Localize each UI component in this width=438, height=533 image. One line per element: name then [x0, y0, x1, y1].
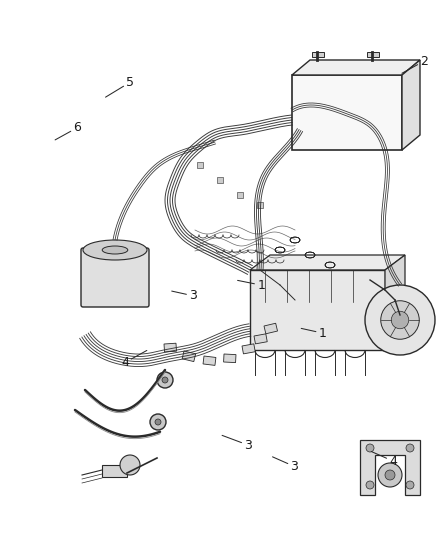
Ellipse shape [102, 246, 127, 254]
Circle shape [364, 285, 434, 355]
Ellipse shape [83, 240, 147, 260]
Circle shape [162, 377, 168, 383]
Bar [366, 52, 378, 57]
Polygon shape [401, 60, 419, 150]
Bar [249, 270, 384, 350]
Text: 2: 2 [419, 55, 427, 68]
Circle shape [390, 311, 408, 329]
Bar [254, 334, 267, 344]
Circle shape [155, 419, 161, 425]
Text: 4: 4 [121, 356, 129, 369]
Text: 1: 1 [257, 279, 265, 292]
Circle shape [120, 455, 140, 475]
Bar [223, 354, 236, 362]
Bar [237, 192, 243, 198]
Circle shape [405, 444, 413, 452]
Circle shape [405, 481, 413, 489]
Text: 1: 1 [318, 327, 326, 340]
Bar [291, 75, 401, 150]
Text: 3: 3 [189, 289, 197, 302]
Circle shape [365, 444, 373, 452]
Bar [311, 52, 323, 57]
Bar [102, 465, 127, 477]
Circle shape [380, 301, 418, 339]
Bar [202, 356, 215, 366]
Text: 3: 3 [290, 460, 297, 473]
Polygon shape [249, 255, 404, 270]
Circle shape [150, 414, 166, 430]
FancyBboxPatch shape [81, 248, 148, 307]
Polygon shape [384, 255, 404, 350]
Text: 3: 3 [244, 439, 251, 451]
Text: 5: 5 [125, 76, 133, 89]
Bar [241, 344, 254, 354]
Circle shape [157, 372, 173, 388]
Circle shape [365, 481, 373, 489]
Circle shape [384, 470, 394, 480]
Circle shape [377, 463, 401, 487]
Bar [182, 351, 195, 361]
Text: 4: 4 [388, 455, 396, 467]
Text: 6: 6 [73, 122, 81, 134]
Polygon shape [291, 60, 419, 75]
Polygon shape [359, 440, 419, 495]
Bar [256, 202, 262, 208]
Bar [197, 162, 202, 168]
Bar [216, 177, 223, 183]
Bar [263, 323, 277, 334]
Bar [164, 343, 176, 352]
